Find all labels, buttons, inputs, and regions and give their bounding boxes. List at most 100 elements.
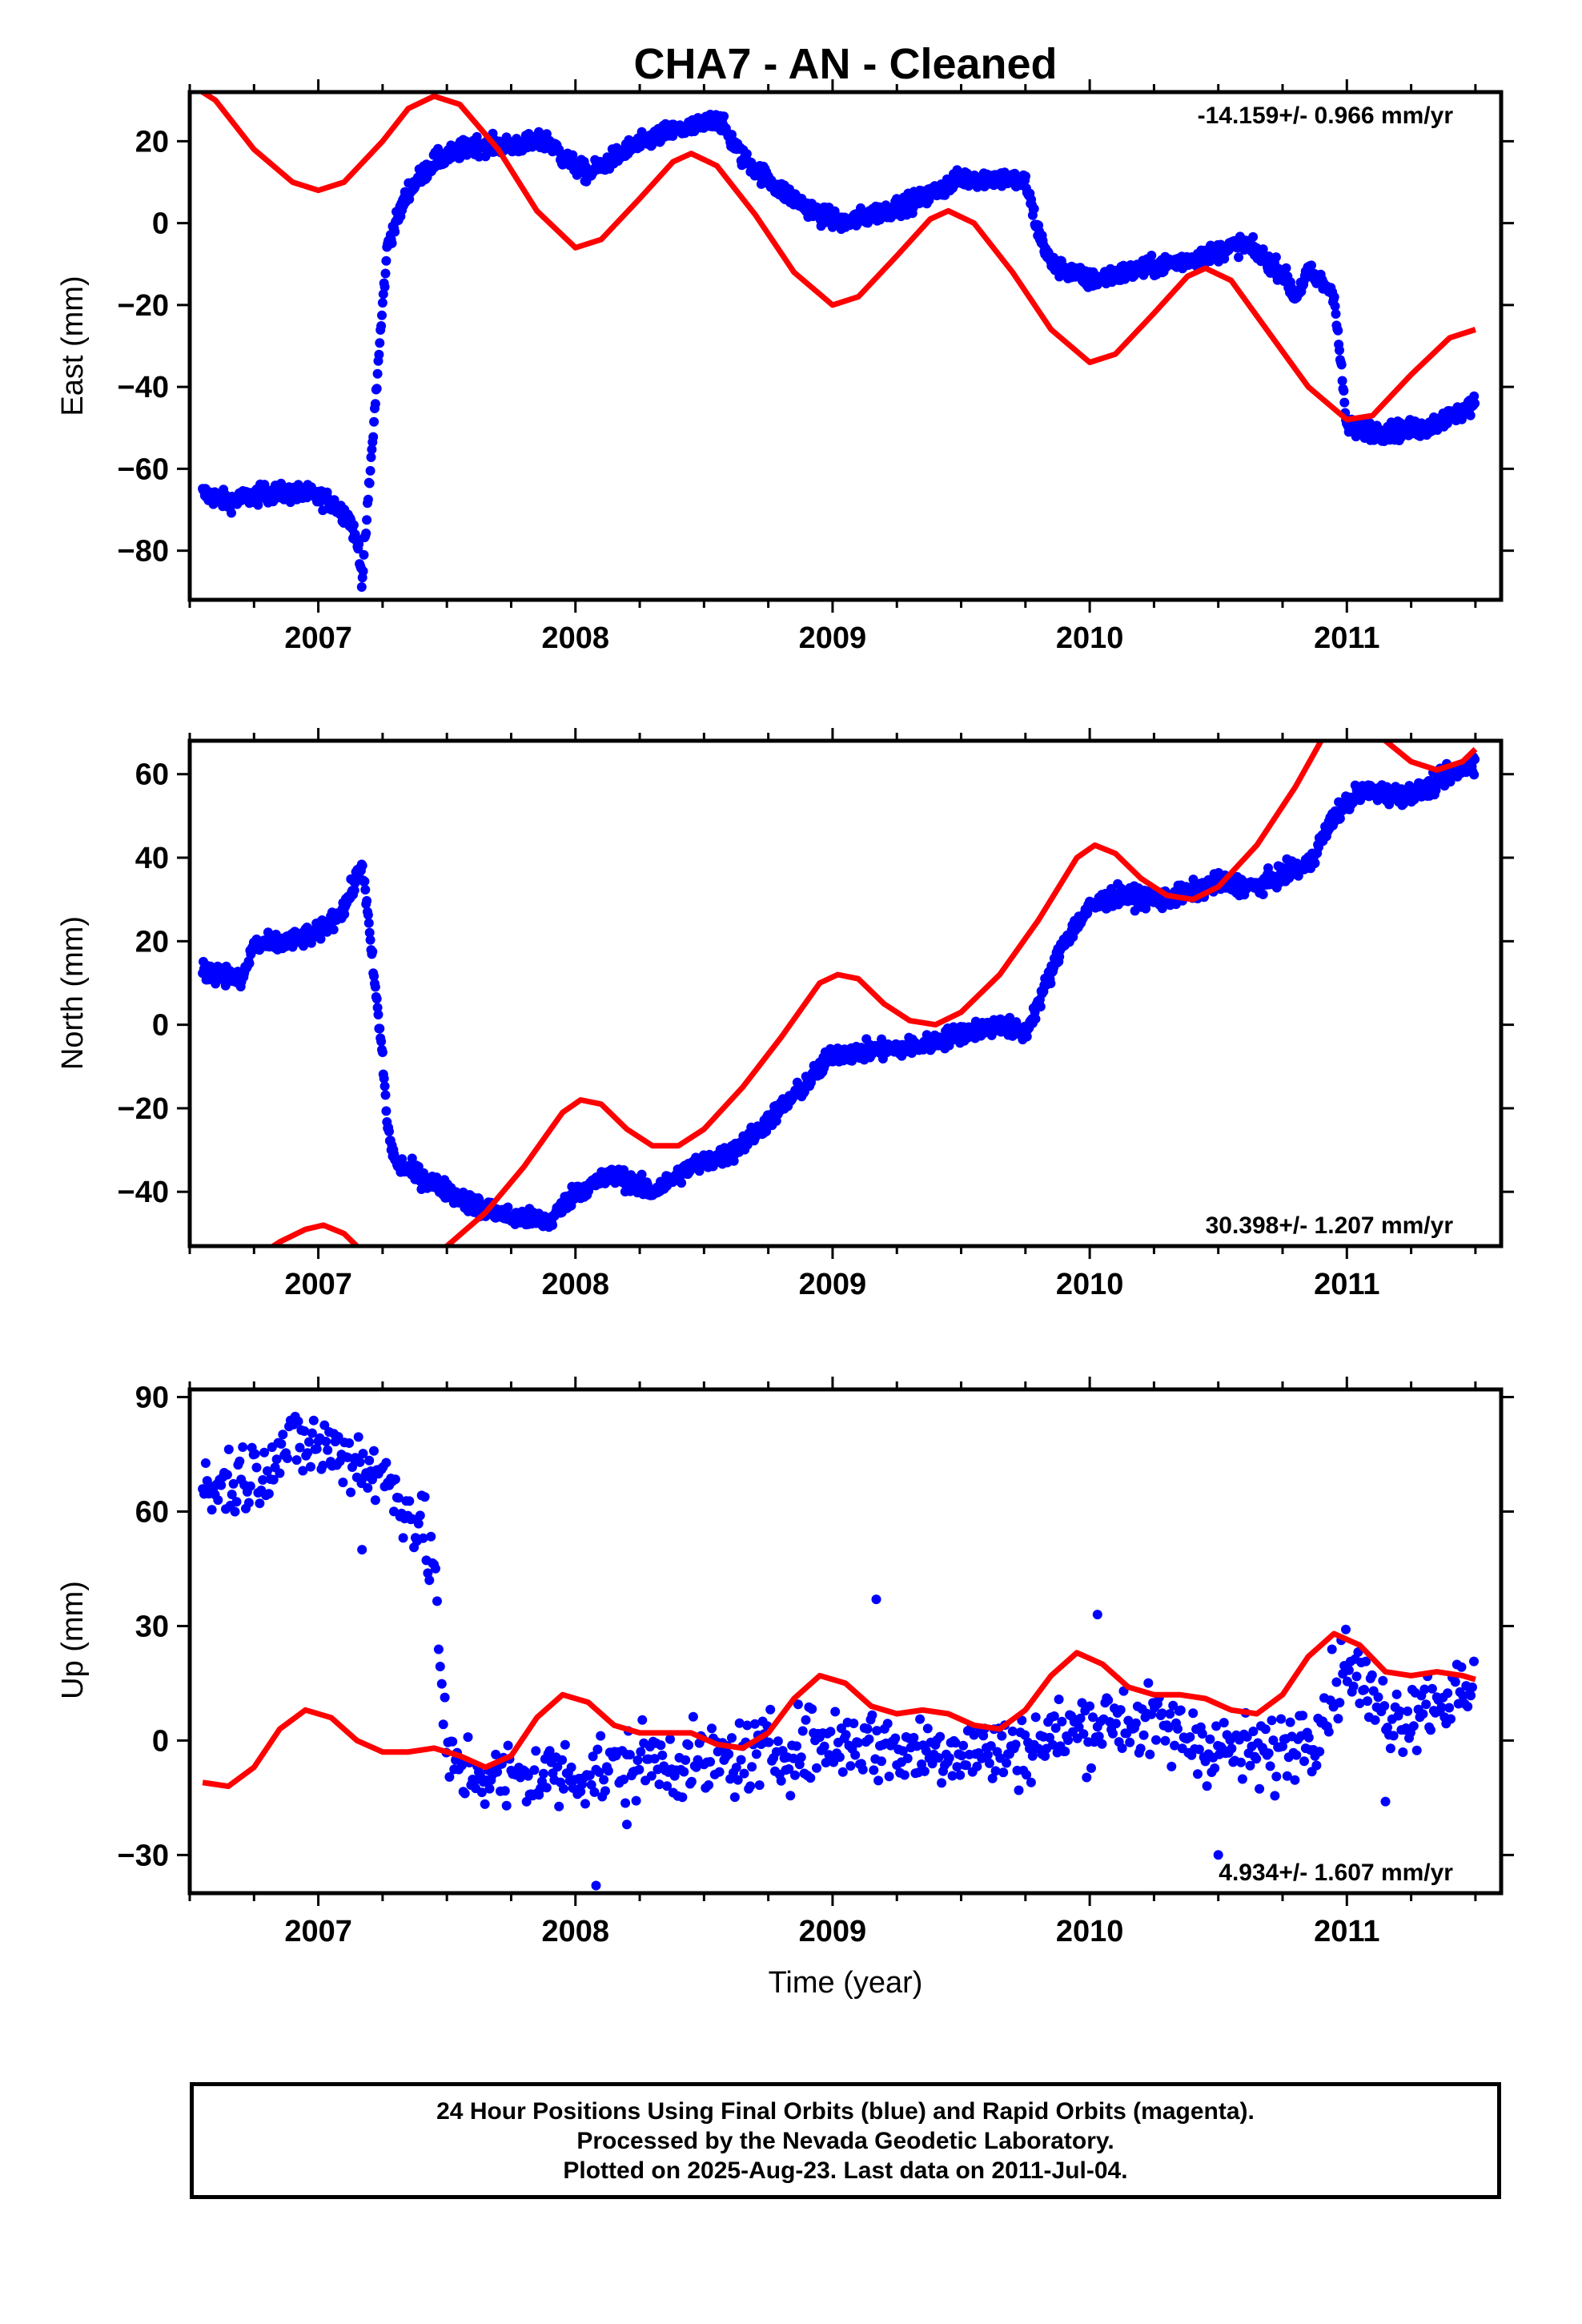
north-data-point bbox=[1469, 770, 1480, 780]
east-x-tick-label: 2010 bbox=[1056, 621, 1124, 655]
up-data-point bbox=[580, 1799, 590, 1809]
east-data-point bbox=[377, 298, 387, 308]
up-data-point bbox=[238, 1442, 248, 1452]
east-frame bbox=[187, 90, 1504, 602]
east-data-point bbox=[359, 549, 369, 560]
east-data-point bbox=[378, 289, 388, 300]
up-data-point bbox=[1078, 1729, 1089, 1739]
up-data-point bbox=[258, 1475, 268, 1485]
up-data-point bbox=[1411, 1745, 1422, 1755]
up-data-point bbox=[957, 1751, 967, 1761]
north-data-point bbox=[359, 876, 370, 887]
up-data-point bbox=[688, 1711, 698, 1722]
up-data-point bbox=[448, 1736, 458, 1747]
east-data-point bbox=[374, 349, 384, 360]
up-data-point bbox=[1194, 1744, 1204, 1755]
up-data-point bbox=[276, 1439, 287, 1449]
up-data-point bbox=[1010, 1739, 1021, 1750]
up-data-point bbox=[323, 1445, 333, 1455]
up-data-point bbox=[1291, 1750, 1302, 1760]
up-data-point bbox=[298, 1466, 308, 1476]
up-data-point bbox=[1251, 1754, 1262, 1764]
up-data-point bbox=[435, 1662, 445, 1671]
east-data-point bbox=[358, 566, 368, 577]
east-data-point bbox=[1333, 325, 1343, 336]
east-y-tick-label: −20 bbox=[118, 289, 169, 323]
up-data-point bbox=[213, 1495, 223, 1506]
up-data-point bbox=[997, 1731, 1007, 1741]
up-data-point bbox=[877, 1756, 886, 1767]
north-data-point bbox=[367, 947, 378, 957]
up-data-point bbox=[1060, 1747, 1070, 1756]
up-data-point bbox=[319, 1420, 330, 1430]
up-data-point bbox=[307, 1428, 317, 1438]
x-axis-label: Time (year) bbox=[769, 1966, 923, 2000]
up-data-point bbox=[1263, 1748, 1274, 1759]
east-data-point bbox=[1339, 397, 1350, 408]
up-data-point bbox=[1135, 1743, 1146, 1754]
up-data-point bbox=[734, 1718, 745, 1728]
up-data-point bbox=[1040, 1751, 1050, 1761]
up-data-point bbox=[589, 1787, 600, 1797]
east-data-point bbox=[370, 399, 380, 409]
up-data-point bbox=[944, 1753, 954, 1763]
up-data-point bbox=[538, 1768, 548, 1779]
up-data-point bbox=[632, 1755, 643, 1765]
up-data-point bbox=[1267, 1715, 1277, 1726]
up-data-point bbox=[1408, 1721, 1419, 1731]
north-data-point bbox=[357, 860, 367, 870]
up-data-point bbox=[1108, 1728, 1118, 1739]
east-x-tick-label: 2009 bbox=[799, 621, 867, 655]
up-data-point bbox=[1030, 1712, 1041, 1723]
up-data-point bbox=[955, 1770, 966, 1780]
up-data-point bbox=[662, 1781, 673, 1791]
up-points bbox=[198, 1411, 1479, 1891]
up-data-point bbox=[909, 1732, 919, 1743]
up-data-point bbox=[707, 1723, 717, 1734]
up-data-point bbox=[704, 1780, 714, 1790]
north-y-tick-label: −40 bbox=[118, 1176, 169, 1209]
north-data-point bbox=[1035, 1002, 1046, 1011]
chart-title: CHA7 - AN - Cleaned bbox=[633, 40, 1057, 88]
east-data-point bbox=[1146, 251, 1157, 260]
up-outlier-point bbox=[1092, 1610, 1102, 1620]
up-data-point bbox=[958, 1740, 969, 1751]
up-data-point bbox=[657, 1750, 668, 1760]
up-y-tick-label: 90 bbox=[135, 1381, 169, 1415]
east-y-tick-label: 0 bbox=[152, 207, 169, 241]
caption-box: 24 Hour Positions Using Final Orbits (bl… bbox=[190, 2082, 1501, 2199]
up-data-point bbox=[1463, 1702, 1473, 1711]
east-data-point bbox=[356, 582, 367, 592]
up-data-point bbox=[1385, 1743, 1395, 1754]
up-data-point bbox=[1130, 1718, 1141, 1728]
north-data-point bbox=[377, 1047, 387, 1057]
up-data-point bbox=[1027, 1751, 1038, 1761]
up-data-point bbox=[796, 1752, 806, 1763]
up-data-point bbox=[1185, 1732, 1195, 1742]
up-data-point bbox=[426, 1531, 436, 1542]
east-data-point bbox=[354, 539, 364, 549]
up-data-point bbox=[263, 1489, 274, 1499]
up-model-curve bbox=[202, 1630, 1476, 1790]
up-data-point bbox=[837, 1767, 848, 1777]
up-data-point bbox=[801, 1715, 811, 1725]
up-data-point bbox=[1355, 1699, 1365, 1708]
up-data-point bbox=[1165, 1709, 1175, 1719]
up-data-point bbox=[921, 1746, 931, 1756]
up-data-point bbox=[1145, 1749, 1155, 1759]
up-data-point bbox=[230, 1506, 240, 1517]
up-data-point bbox=[789, 1753, 799, 1763]
up-data-point bbox=[541, 1783, 552, 1793]
east-y-ticks: 20 0 −20 −40 −60 −80 bbox=[118, 125, 1514, 569]
up-data-point bbox=[1446, 1714, 1456, 1724]
north-y-ticks: 60 40 20 0 −20 −40 bbox=[118, 758, 1514, 1209]
up-data-point bbox=[1211, 1721, 1222, 1731]
east-data-point bbox=[1234, 252, 1244, 263]
up-data-point bbox=[1331, 1677, 1342, 1687]
up-data-point bbox=[1419, 1684, 1430, 1695]
up-data-point bbox=[646, 1771, 656, 1781]
north-data-point bbox=[363, 918, 374, 928]
up-data-point bbox=[364, 1455, 375, 1466]
north-data-point bbox=[369, 971, 379, 981]
